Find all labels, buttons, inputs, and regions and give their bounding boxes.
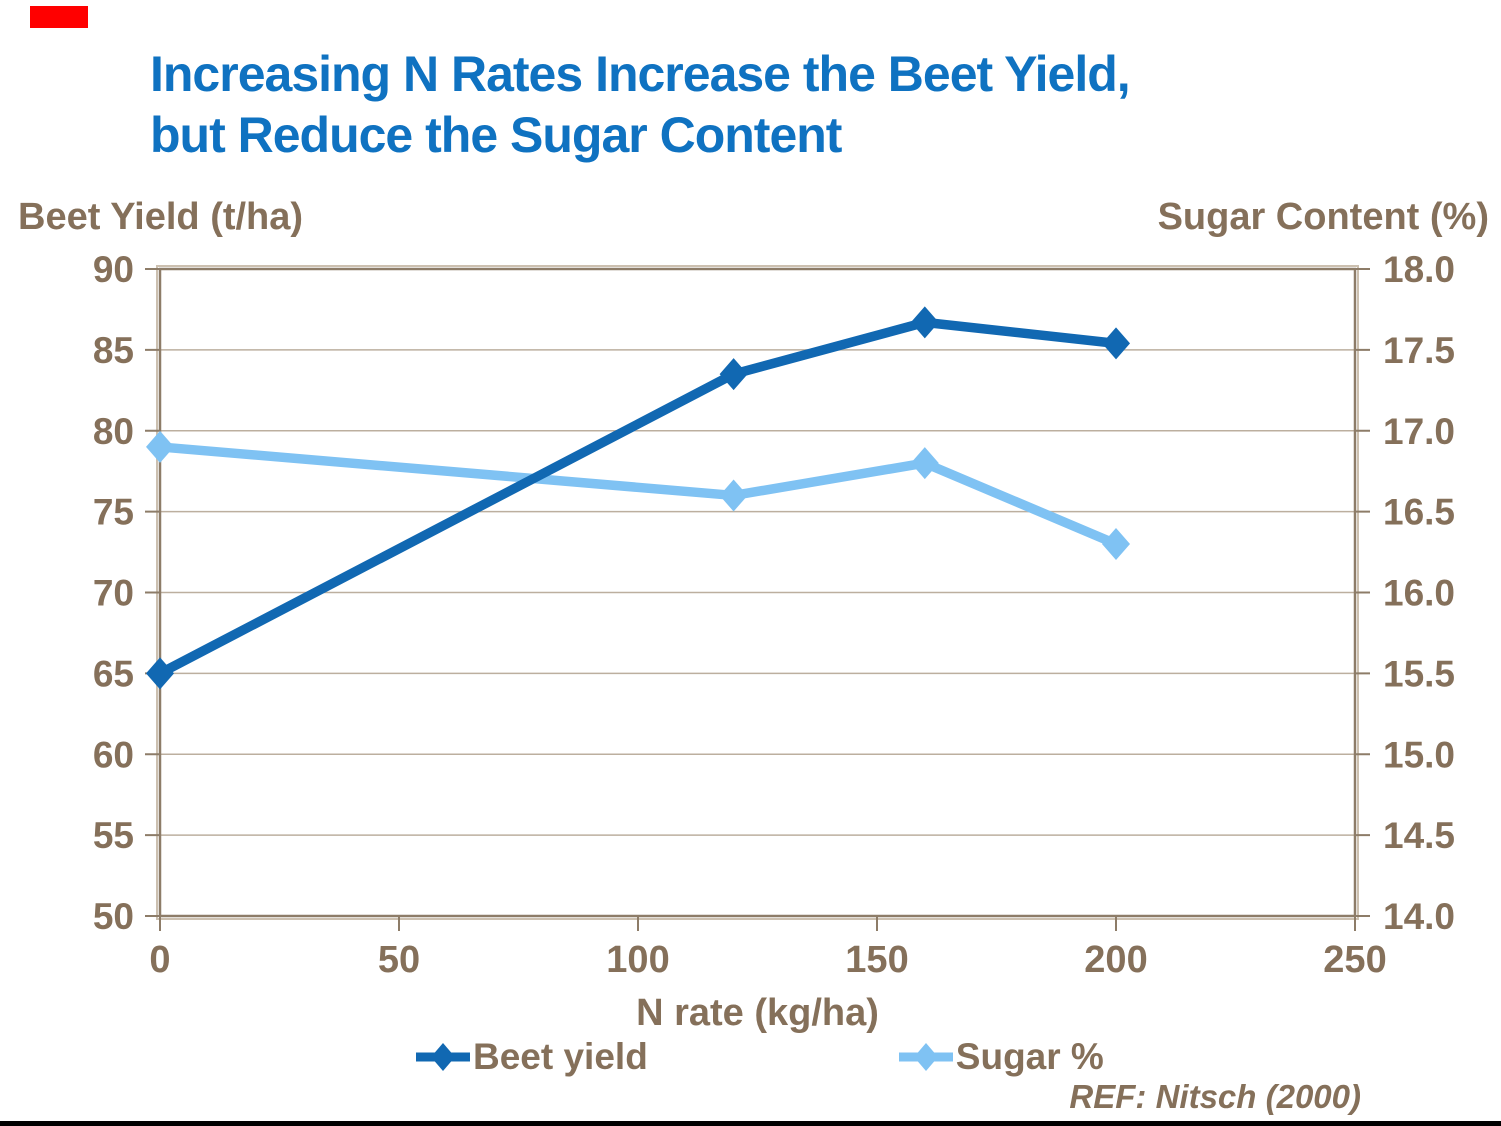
legend-item-beet: Beet yield xyxy=(415,1036,648,1078)
svg-text:85: 85 xyxy=(93,330,134,371)
svg-text:75: 75 xyxy=(93,492,134,533)
svg-text:14.5: 14.5 xyxy=(1383,815,1455,856)
svg-text:200: 200 xyxy=(1084,939,1147,981)
svg-text:0: 0 xyxy=(149,939,170,981)
svg-text:90: 90 xyxy=(93,249,134,290)
svg-text:60: 60 xyxy=(93,734,134,775)
svg-text:15.5: 15.5 xyxy=(1383,653,1455,694)
sugar--markers xyxy=(146,430,1130,560)
svg-text:16.5: 16.5 xyxy=(1383,492,1455,533)
sugar--line xyxy=(155,442,1121,549)
svg-text:14.0: 14.0 xyxy=(1383,896,1455,937)
svg-text:18.0: 18.0 xyxy=(1383,249,1455,290)
beet-yield-legend-marker-icon xyxy=(416,1043,470,1071)
chart-title-line2: but Reduce the Sugar Content xyxy=(150,107,842,163)
chart-title-line1: Increasing N Rates Increase the Beet Yie… xyxy=(150,46,1131,102)
svg-text:50: 50 xyxy=(378,939,420,981)
svg-text:16.0: 16.0 xyxy=(1383,573,1455,614)
chart-title: Increasing N Rates Increase the Beet Yie… xyxy=(150,44,1131,166)
svg-text:55: 55 xyxy=(93,815,134,856)
legend-label-beet: Beet yield xyxy=(473,1036,648,1077)
beet-yield-markers xyxy=(146,306,1130,690)
beet-yield-line xyxy=(155,317,1121,679)
svg-text:17.0: 17.0 xyxy=(1383,411,1455,452)
footer-bar xyxy=(0,1121,1501,1126)
chart-canvas: 90 85 80 75 70 65 60 55 50 18.0 17.5 17.0 16.5 16.0 15… xyxy=(93,249,1455,981)
svg-text:150: 150 xyxy=(845,939,908,981)
svg-text:250: 250 xyxy=(1323,939,1386,981)
sugar-legend-marker-icon xyxy=(898,1043,953,1071)
x-axis-title: N rate (kg/ha) xyxy=(636,992,879,1034)
axis-tick-labels: 90 85 80 75 70 65 60 55 50 18.0 17.5 17.0 16.5 16.0 15… xyxy=(93,249,1455,981)
svg-text:100: 100 xyxy=(606,939,669,981)
svg-text:70: 70 xyxy=(93,573,134,614)
red-accent-bar xyxy=(30,6,88,28)
reference-text: REF: Nitsch (2000) xyxy=(1069,1078,1361,1115)
svg-text:15.0: 15.0 xyxy=(1383,734,1455,775)
left-axis-title: Beet Yield (t/ha) xyxy=(18,196,304,238)
right-axis-title: Sugar Content (%) xyxy=(1157,196,1489,238)
legend-item-sugar: Sugar % xyxy=(898,1036,1104,1078)
legend-label-sugar: Sugar % xyxy=(955,1036,1104,1077)
svg-text:17.5: 17.5 xyxy=(1383,330,1455,371)
legend: Beet yield Sugar % xyxy=(415,1036,1104,1078)
svg-text:65: 65 xyxy=(93,653,134,694)
svg-text:50: 50 xyxy=(93,896,134,937)
svg-text:80: 80 xyxy=(93,411,134,452)
